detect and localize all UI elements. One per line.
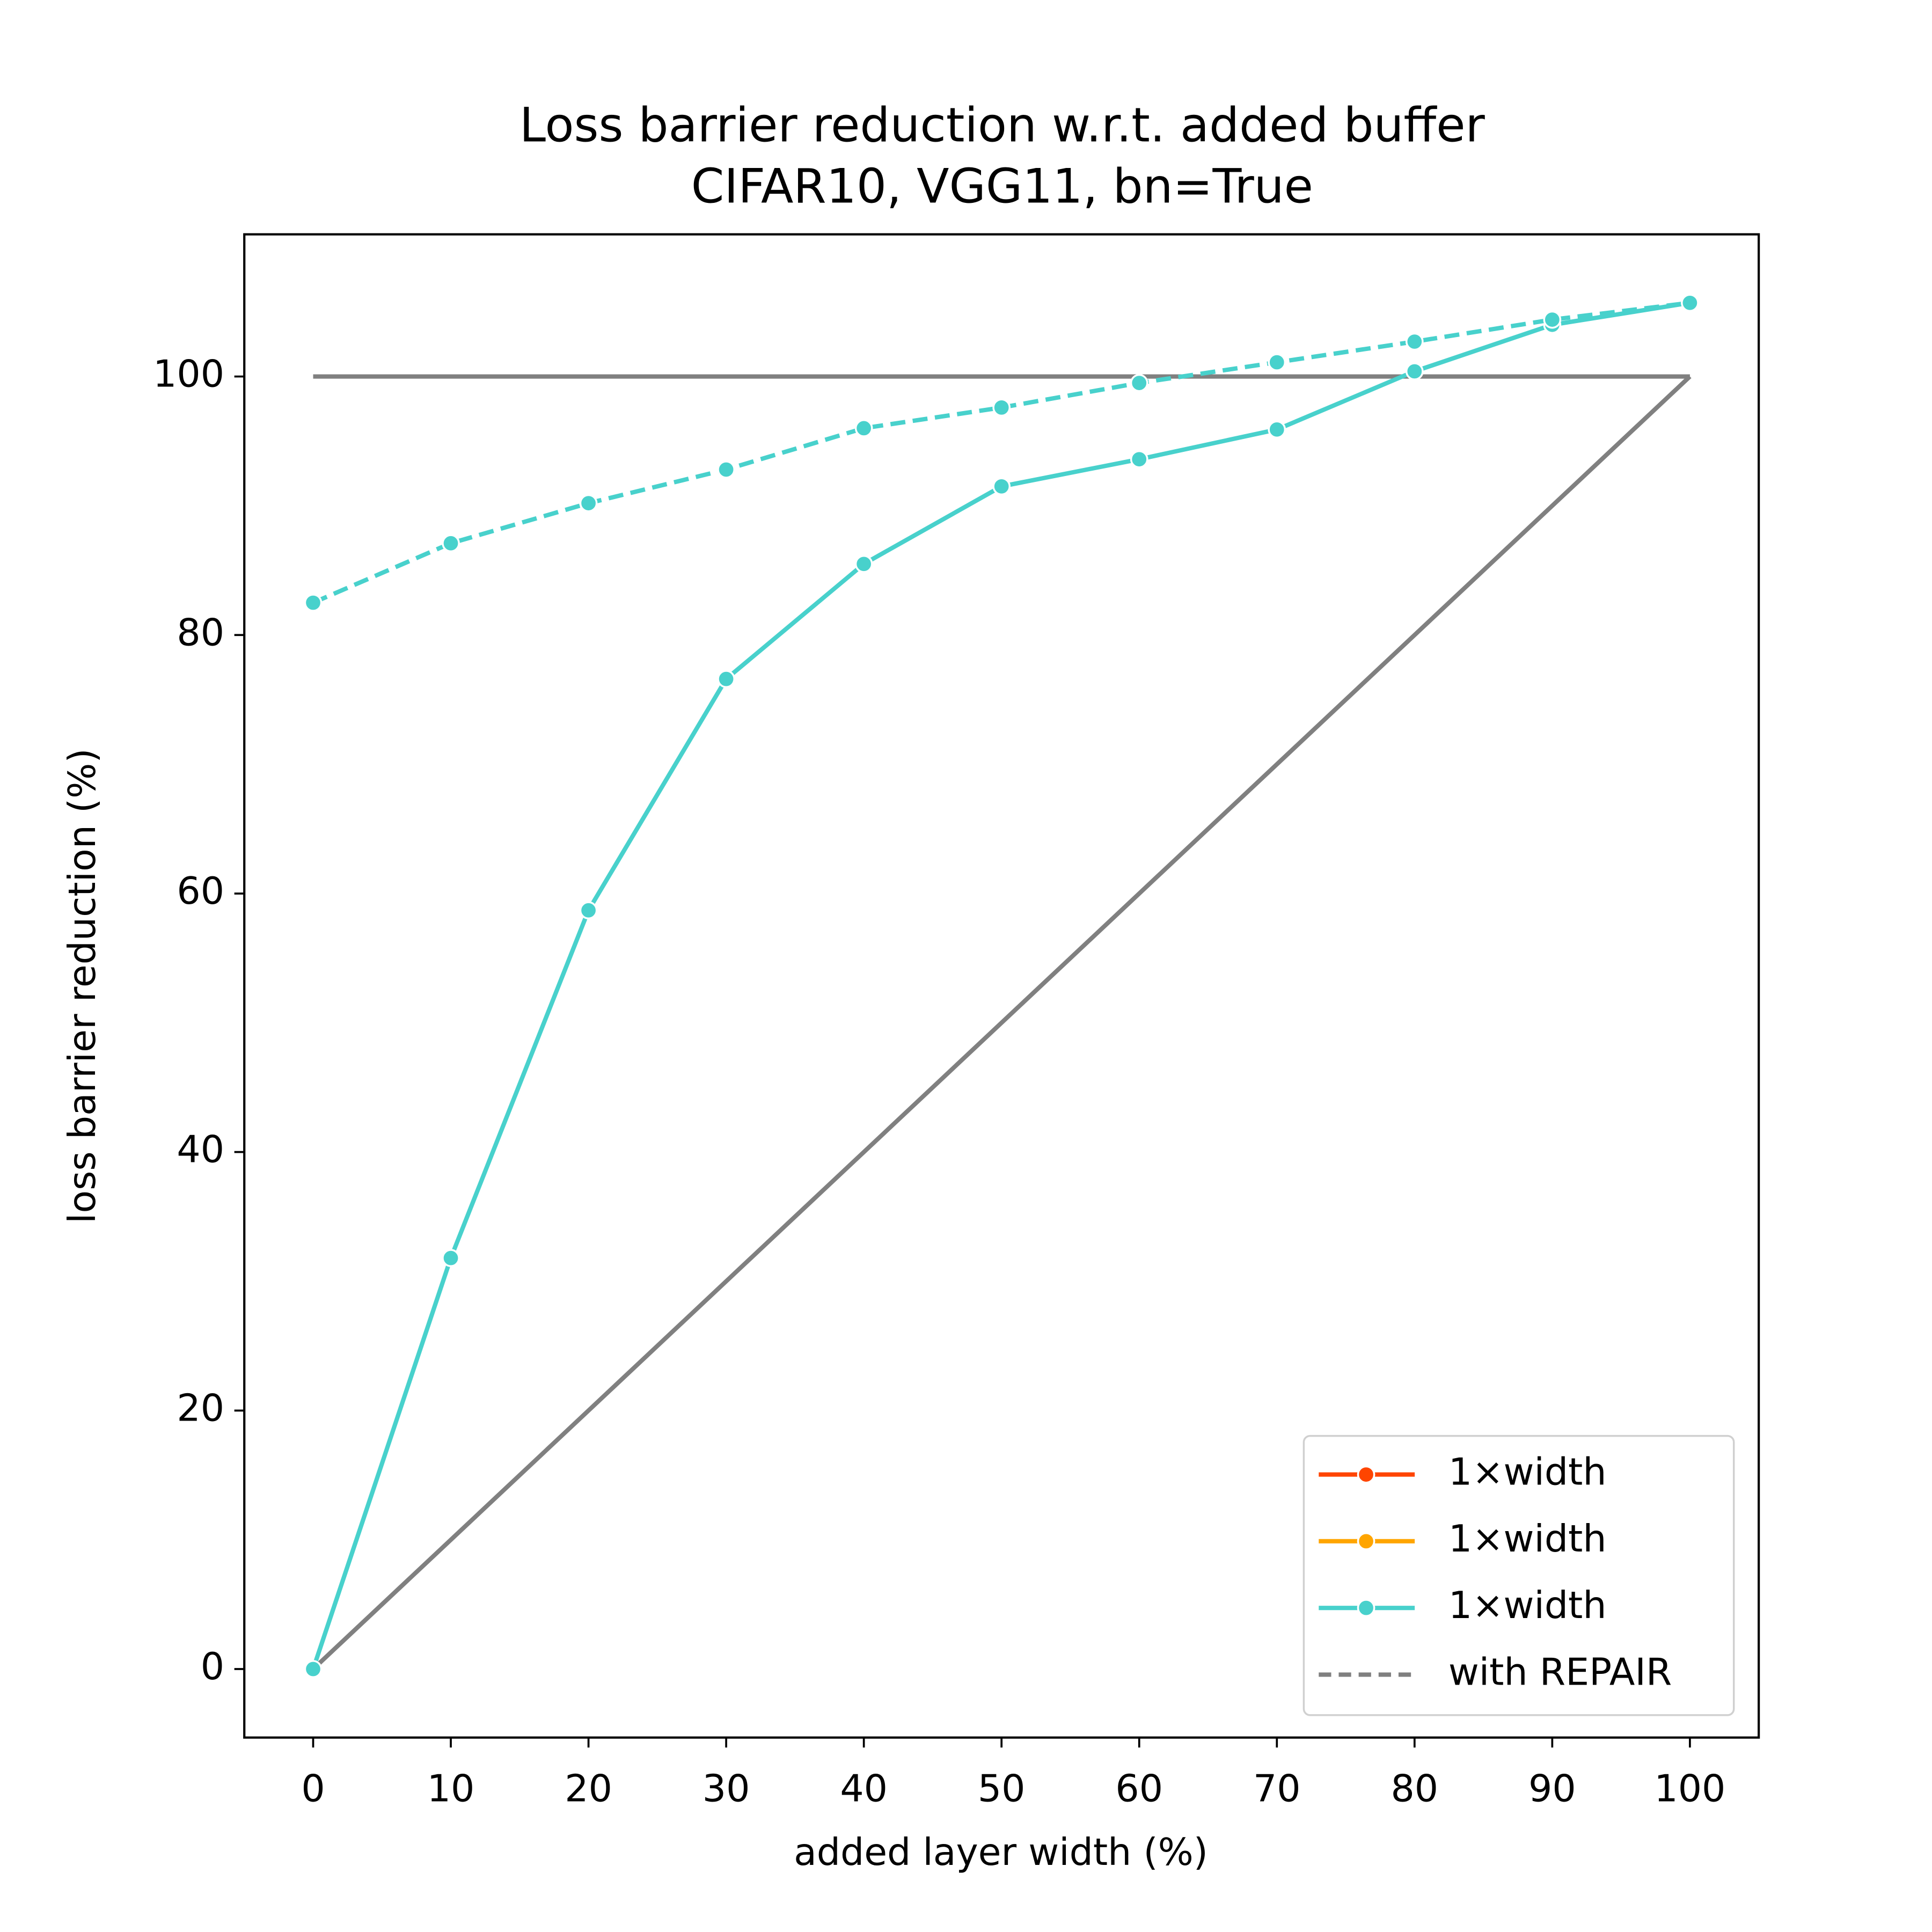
x-tick-label: 10 — [427, 1767, 475, 1811]
legend-label: 1×width — [1448, 1584, 1607, 1627]
data-point — [304, 1660, 323, 1678]
data-point — [1543, 310, 1562, 329]
chart-subtitle: CIFAR10, VGG11, bn=True — [691, 158, 1313, 214]
series-line — [311, 375, 1692, 1671]
y-tick-label: 60 — [177, 869, 224, 913]
data-point — [854, 419, 873, 437]
y-tick-label: 80 — [177, 611, 224, 654]
data-point — [717, 670, 735, 688]
data-point — [442, 1249, 460, 1267]
x-tick-label: 50 — [978, 1767, 1026, 1811]
data-point — [1268, 353, 1286, 371]
data-point — [992, 398, 1011, 417]
y-tick-label: 20 — [177, 1386, 224, 1430]
x-tick-label: 30 — [702, 1767, 750, 1811]
data-point — [992, 477, 1011, 496]
data-point — [304, 594, 323, 612]
data-point — [1405, 332, 1424, 351]
legend-label: 1×width — [1448, 1517, 1607, 1561]
data-point — [1681, 294, 1699, 312]
data-point — [579, 901, 598, 920]
x-tick-label: 80 — [1391, 1767, 1438, 1811]
y-tick-label: 100 — [153, 353, 224, 396]
y-axis-label: loss barrier reduction (%) — [61, 748, 104, 1223]
data-point — [1130, 450, 1148, 469]
legend-marker — [1357, 1599, 1375, 1617]
chart-title: Loss barrier reduction w.r.t. added buff… — [519, 98, 1485, 153]
x-tick-label: 60 — [1115, 1767, 1163, 1811]
data-point — [1405, 362, 1424, 380]
legend-marker — [1357, 1532, 1375, 1550]
plot-frame — [243, 233, 1760, 1739]
y-tick-label: 0 — [201, 1645, 224, 1688]
x-tick-label: 70 — [1253, 1767, 1301, 1811]
data-point — [854, 554, 873, 573]
x-tick-label: 40 — [840, 1767, 888, 1811]
x-tick-label: 90 — [1528, 1767, 1576, 1811]
data-point — [1130, 374, 1148, 392]
data-point — [579, 494, 598, 513]
data-point — [442, 534, 460, 553]
data-point — [717, 460, 735, 479]
x-tick-label: 0 — [301, 1767, 325, 1811]
legend-marker — [1357, 1465, 1375, 1484]
legend-label: 1×width — [1448, 1451, 1607, 1494]
x-tick-label: 20 — [565, 1767, 612, 1811]
legend-box — [1302, 1435, 1735, 1716]
legend-label: with REPAIR — [1448, 1650, 1672, 1694]
x-tick-label: 100 — [1654, 1767, 1725, 1811]
x-axis-label: added layer width (%) — [794, 1831, 1208, 1874]
y-tick-label: 40 — [177, 1128, 224, 1172]
data-point — [1268, 420, 1286, 439]
